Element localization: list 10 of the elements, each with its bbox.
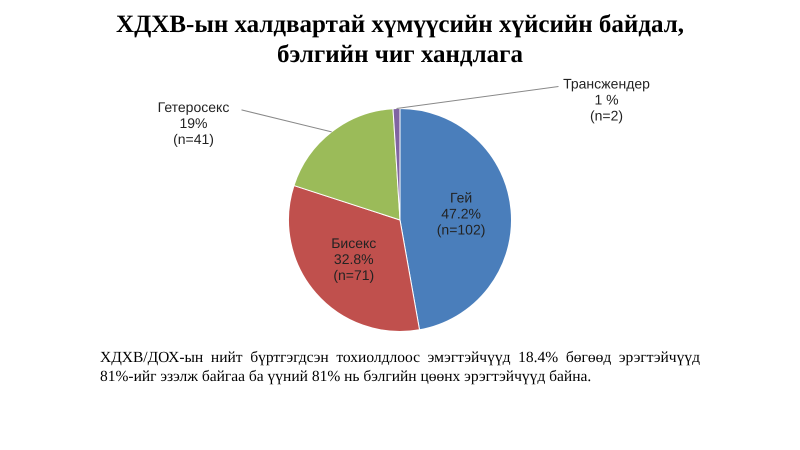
text: ХДХВ/ДОХ-ын нийт бүртгэгдсэн тохиолдлоос эмэгтэйчүүд 18.4% бөгөөд эрэгтэйчүүд 81%-ийг эзэлж байгаа ба үүний 81% нь бэлгийн цөөнх эрэгтэйчүүд байна.	[100, 348, 700, 386]
slice-label: Трансжендер	[563, 75, 650, 92]
slice-label: Гей	[450, 189, 472, 206]
slice-label: Гетеросекс	[158, 98, 230, 115]
chart-title: ХДХВ-ын халдвартай хүмүүсийн хүйсийн байдал, бэлгийн чиг хандлага	[115, 10, 685, 70]
data-label: 19% (n=41)	[173, 114, 214, 147]
data-label: 47.2% (n=102)	[436, 205, 486, 238]
data-label: 32.8% (n=71)	[333, 251, 374, 284]
data-label: 1 % (n=2)	[590, 91, 624, 124]
slice-label: Бисекс	[331, 235, 376, 252]
